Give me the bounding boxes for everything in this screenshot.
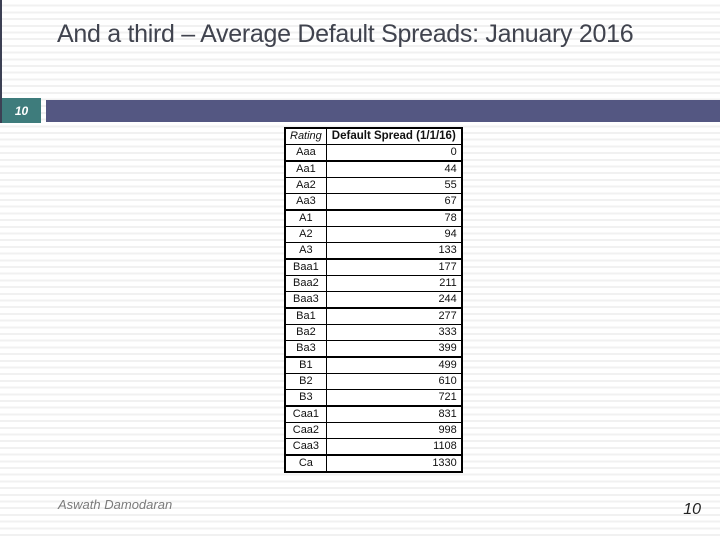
rating-cell: Aaa xyxy=(284,144,327,162)
rating-cell: B2 xyxy=(284,373,327,390)
table-header-row: Rating Default Spread (1/1/16) xyxy=(284,127,463,145)
footer-page-number: 10 xyxy=(683,501,701,518)
rating-cell: Ba1 xyxy=(284,307,327,325)
spread-cell: 399 xyxy=(325,340,463,358)
spread-cell: 277 xyxy=(325,307,463,325)
table-row: B3 721 xyxy=(284,389,463,407)
rating-cell: A2 xyxy=(284,226,327,243)
spread-cell: 55 xyxy=(325,177,463,194)
spread-cell: 610 xyxy=(325,373,463,390)
rating-cell: A3 xyxy=(284,242,327,260)
rating-cell: Aa1 xyxy=(284,160,327,178)
footer-author: Aswath Damodaran xyxy=(58,497,173,512)
table-body: Aaa 0 Aa1 44 Aa2 55 Aa3 67 A1 78 A2 94 A3 133 Baa1 177 B… xyxy=(284,144,463,473)
table-row: Caa1 831 xyxy=(284,405,463,423)
table-row: Baa2 211 xyxy=(284,275,463,292)
spread-cell: 94 xyxy=(325,226,463,243)
rating-cell: Caa3 xyxy=(284,438,327,456)
table-row: A1 78 xyxy=(284,209,463,227)
spread-cell: 1330 xyxy=(325,454,463,473)
spread-cell: 78 xyxy=(325,209,463,227)
table-row: Ba2 333 xyxy=(284,324,463,341)
table-header: Rating Default Spread (1/1/16) xyxy=(284,127,463,145)
rating-cell: Aa3 xyxy=(284,193,327,211)
spread-cell: 333 xyxy=(325,324,463,341)
table-row: Ca 1330 xyxy=(284,454,463,473)
rating-cell: B1 xyxy=(284,356,327,374)
rating-cell: Ba3 xyxy=(284,340,327,358)
spread-cell: 67 xyxy=(325,193,463,211)
table-row: Aa1 44 xyxy=(284,160,463,178)
table-row: Caa2 998 xyxy=(284,422,463,439)
default-spreads-table: Rating Default Spread (1/1/16) Aaa 0 Aa1 44… xyxy=(284,127,463,473)
spread-cell: 499 xyxy=(325,356,463,374)
rating-cell: Caa1 xyxy=(284,405,327,423)
spread-cell: 44 xyxy=(325,160,463,178)
table-row: B2 610 xyxy=(284,373,463,390)
table-row: A2 94 xyxy=(284,226,463,243)
spread-column-header: Default Spread (1/1/16) xyxy=(325,127,463,145)
table-row: B1 499 xyxy=(284,356,463,374)
slide-title: And a third – Average Default Spreads: J… xyxy=(57,20,634,48)
table-row: Ba1 277 xyxy=(284,307,463,325)
spread-cell: 133 xyxy=(325,242,463,260)
spread-cell: 177 xyxy=(325,258,463,276)
header-bar xyxy=(46,100,720,122)
table-row: Aa3 67 xyxy=(284,193,463,211)
table-row: A3 133 xyxy=(284,242,463,260)
rating-cell: Ca xyxy=(284,454,327,473)
rating-cell: B3 xyxy=(284,389,327,407)
rating-cell: Aa2 xyxy=(284,177,327,194)
table-row: Aa2 55 xyxy=(284,177,463,194)
spread-cell: 831 xyxy=(325,405,463,423)
rating-column-header: Rating xyxy=(284,127,327,145)
table-row: Baa3 244 xyxy=(284,291,463,309)
left-accent-line xyxy=(0,0,2,123)
slide-number-badge: 10 xyxy=(2,98,41,123)
table-row: Caa3 1108 xyxy=(284,438,463,456)
spread-cell: 0 xyxy=(325,144,463,162)
rating-cell: Caa2 xyxy=(284,422,327,439)
table-row: Ba3 399 xyxy=(284,340,463,358)
spread-cell: 211 xyxy=(325,275,463,292)
rating-cell: A1 xyxy=(284,209,327,227)
table-row: Aaa 0 xyxy=(284,144,463,162)
spread-cell: 721 xyxy=(325,389,463,407)
spread-cell: 1108 xyxy=(325,438,463,456)
table-row: Baa1 177 xyxy=(284,258,463,276)
header-band: 10 xyxy=(0,98,720,123)
rating-cell: Baa1 xyxy=(284,258,327,276)
rating-cell: Ba2 xyxy=(284,324,327,341)
spread-cell: 998 xyxy=(325,422,463,439)
rating-cell: Baa3 xyxy=(284,291,327,309)
rating-cell: Baa2 xyxy=(284,275,327,292)
spread-cell: 244 xyxy=(325,291,463,309)
